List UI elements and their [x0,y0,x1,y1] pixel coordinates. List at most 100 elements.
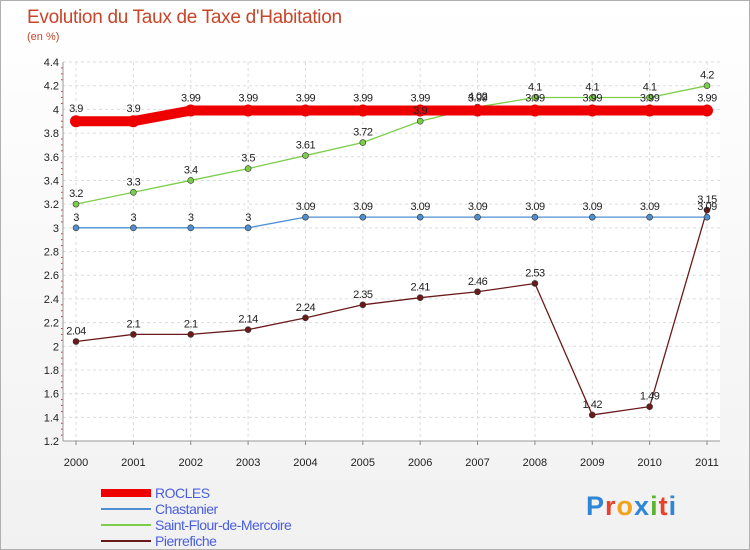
data-point [72,338,80,345]
legend-swatch [101,524,151,526]
data-label: 3.9 [126,103,140,115]
data-point [130,224,137,232]
series-line [75,85,708,205]
x-tick-label: 2011 [695,457,719,469]
data-point [646,403,653,410]
data-label: 3.99 [640,93,660,105]
data-label: 3 [131,212,137,224]
series-line [75,216,708,229]
data-point [187,224,195,232]
data-label: 3.9 [69,103,83,115]
y-tick-label: 2.6 [44,270,59,282]
data-point [416,294,424,301]
data-point [359,139,367,146]
logo-letter: i [668,491,678,521]
chart-legend: ROCLES Chastanier Saint-Flour-de-Mercoire P… [101,485,401,549]
data-label: 1.49 [640,391,660,403]
data-label: 4.1 [643,82,657,94]
data-label: 2.46 [468,276,488,288]
series-line [75,209,708,416]
data-point [474,288,481,296]
data-point [588,94,596,101]
data-point [646,94,653,101]
legend-label: ROCLES [155,485,210,501]
data-label: 3.99 [181,93,201,105]
data-label: 3.99 [697,93,717,105]
legend-swatch [101,540,151,542]
data-point [528,104,541,117]
data-point [359,213,367,221]
data-label: 2.41 [410,282,430,294]
legend-label: Pierrefiche [155,533,217,549]
data-label: 3.15 [697,194,717,206]
x-tick-label: 2000 [64,457,88,469]
series-line [71,105,712,127]
x-tick-label: 2010 [637,457,661,469]
data-label: 4.2 [700,70,714,82]
data-label: 2.24 [296,302,316,314]
logo-letter: r [605,491,617,521]
data-point [588,213,596,221]
data-label: 3.09 [583,201,603,213]
data-point [244,165,252,172]
data-label: 3.99 [525,93,545,105]
y-tick-label: 2.2 [44,318,59,330]
data-label: 3 [245,212,251,224]
data-label: 3.09 [353,201,373,213]
data-label: 3.9 [413,105,427,117]
data-label: 3 [188,212,194,224]
data-point [588,411,596,419]
x-tick-label: 2001 [121,457,145,469]
x-tick-label: 2009 [580,457,604,469]
data-label: 3.99 [468,93,488,105]
data-point [127,115,140,128]
data-point [187,177,195,184]
data-label: 3.99 [353,93,373,105]
data-label: 2.1 [126,318,140,330]
data-point [474,213,481,221]
x-tick-label: 2008 [523,457,547,469]
y-tick-label: 2 [53,341,59,353]
x-tick-label: 2004 [293,457,317,469]
data-point [302,314,309,322]
data-label: 4.02 [468,91,488,103]
data-point [416,117,424,125]
data-label: 3.61 [296,140,316,152]
data-point [531,94,539,101]
data-label: 3.09 [468,201,488,213]
data-point [72,200,80,208]
data-point [703,213,711,221]
data-point [299,104,312,117]
y-tick-label: 1.8 [44,365,59,377]
proxiti-logo: Proxiti [586,491,677,522]
data-label: 2.04 [66,326,86,338]
legend-item: ROCLES [101,485,401,501]
data-point [130,331,137,338]
y-tick-label: 4.2 [44,81,59,93]
data-label: 2.1 [184,318,198,330]
data-label: 4.1 [528,82,542,94]
y-tick-label: 1.4 [44,412,59,424]
data-label: 3.99 [410,93,430,105]
y-tick-label: 3.8 [44,128,59,140]
data-label: 3.3 [126,176,140,188]
legend-item: Pierrefiche [101,533,401,549]
legend-item: Chastanier [101,501,401,517]
y-tick-label: 4 [53,104,59,116]
data-point [244,326,252,333]
data-point [72,224,80,232]
data-label: 3.09 [525,201,545,213]
y-tick-label: 2.8 [44,247,59,259]
data-label: 3.09 [640,201,660,213]
legend-label: Chastanier [155,501,218,517]
data-point [302,213,309,221]
legend-swatch [101,508,151,510]
y-tick-label: 2.4 [44,294,59,306]
data-label: 3.99 [238,93,258,105]
data-point [356,104,369,117]
data-label: 3.4 [184,164,198,176]
data-label: 2.35 [353,289,373,301]
data-point [703,206,711,214]
